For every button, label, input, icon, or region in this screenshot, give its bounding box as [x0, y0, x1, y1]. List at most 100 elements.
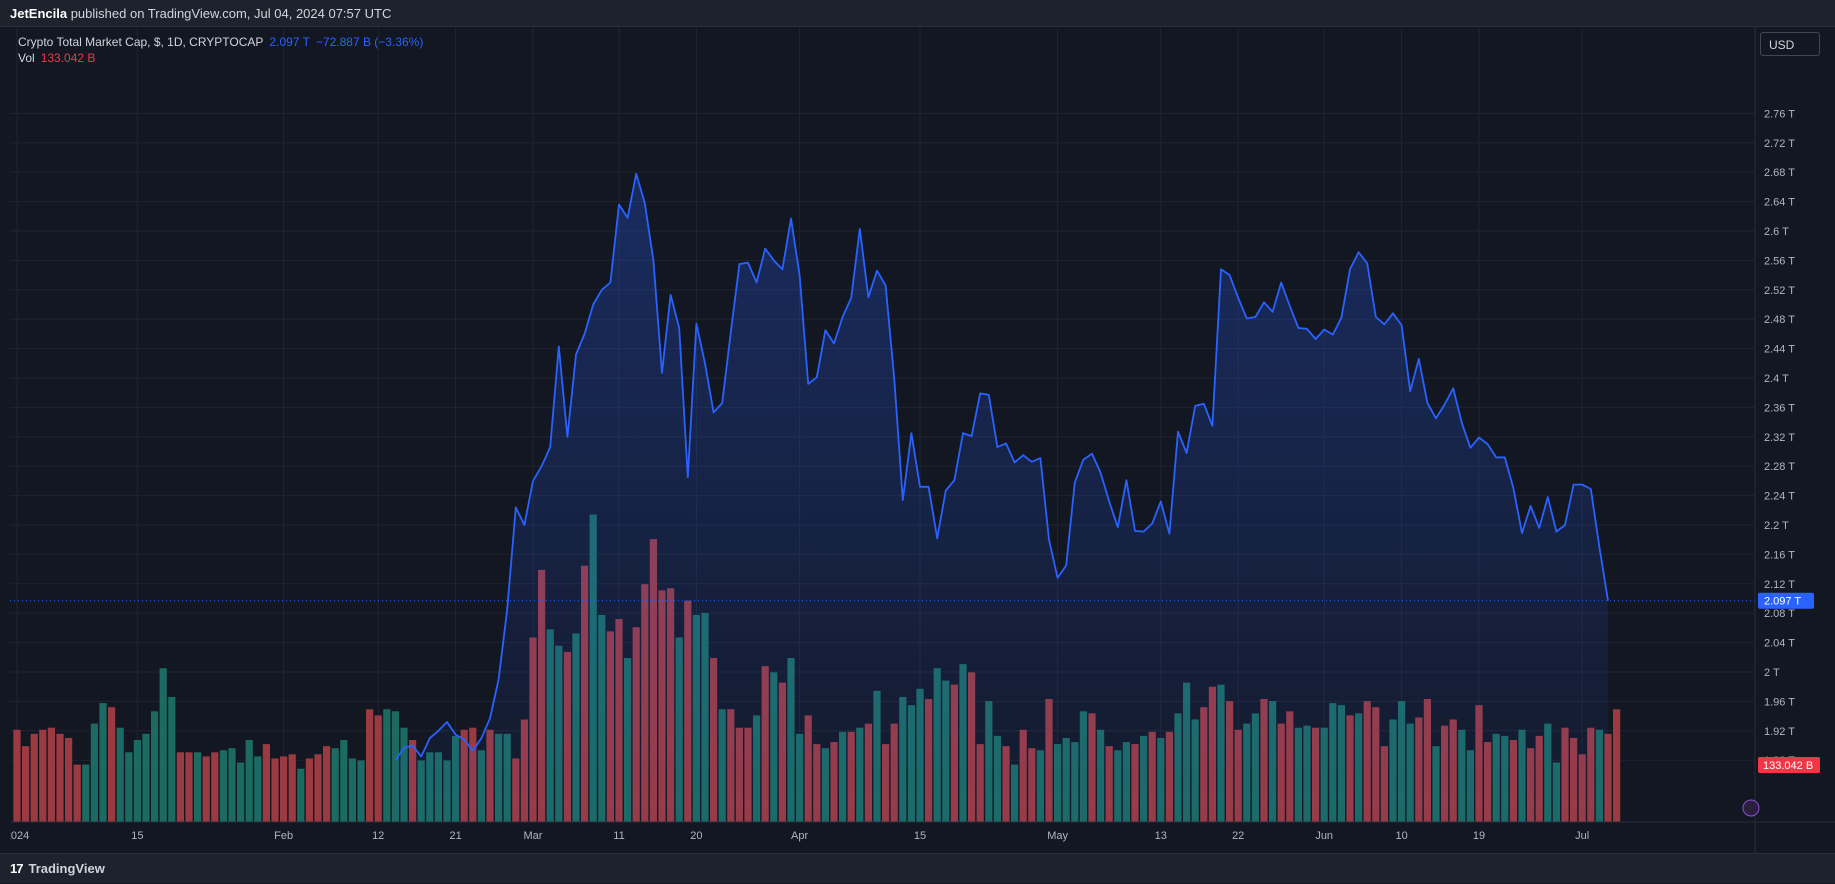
y-tick-label: 2.2 T	[1764, 520, 1789, 532]
x-tick-label: May	[1047, 830, 1068, 842]
volume-bar	[142, 733, 150, 822]
footer-bar: 17 TradingView	[0, 853, 1835, 883]
volume-bar	[133, 740, 141, 822]
volume-bar	[47, 727, 55, 822]
y-tick-label: 2.32 T	[1764, 432, 1795, 444]
volume-bar	[314, 754, 322, 822]
symbol-title[interactable]: Crypto Total Market Cap, $, 1D, CRYPTOCA…	[18, 35, 264, 49]
volume-bar	[374, 715, 382, 822]
y-tick-label: 2.04 T	[1764, 638, 1795, 650]
volume-bar	[108, 707, 116, 822]
y-tick-label: 2.72 T	[1764, 138, 1795, 150]
y-tick-label: 2.28 T	[1764, 461, 1795, 473]
volume-bar	[13, 729, 21, 822]
volume-bar	[65, 737, 73, 822]
y-tick-label: 2.16 T	[1764, 549, 1795, 561]
volume-bar	[1613, 709, 1621, 822]
volume-bar	[202, 756, 210, 822]
volume-bar	[125, 752, 133, 822]
tradingview-brand[interactable]: TradingView	[28, 860, 105, 876]
x-tick-label: Jun	[1315, 830, 1333, 842]
y-tick-label: 2.36 T	[1764, 402, 1795, 414]
volume-bar	[159, 668, 167, 822]
y-tick-label: 1.96 T	[1764, 696, 1795, 708]
volume-bar	[168, 696, 176, 822]
y-tick-label: 2.24 T	[1764, 491, 1795, 503]
volume-bar	[288, 754, 296, 822]
y-tick-label: 2.52 T	[1764, 285, 1795, 297]
y-tick-label: 2.68 T	[1764, 167, 1795, 179]
y-tick-label: 2.12 T	[1764, 579, 1795, 591]
volume-bar	[340, 740, 348, 822]
x-tick-label: 20	[690, 830, 702, 842]
x-tick-label: 22	[1232, 830, 1244, 842]
volume-bar	[151, 711, 159, 822]
tradingview-logo-icon[interactable]: 17	[10, 860, 24, 876]
last-volume-badge	[1758, 757, 1820, 773]
volume-bar	[82, 764, 90, 822]
y-tick-label: 1.92 T	[1764, 726, 1795, 738]
volume-bar	[90, 723, 98, 822]
x-tick-label: 13	[1155, 830, 1167, 842]
volume-bar	[99, 703, 107, 822]
y-tick-label: 2.76 T	[1764, 108, 1795, 120]
volume-bar	[56, 733, 64, 822]
y-tick-label: 2.4 T	[1764, 373, 1789, 385]
x-tick-label: 10	[1395, 830, 1407, 842]
volume-bar	[366, 709, 374, 822]
volume-bar	[176, 752, 184, 822]
volume-bar	[331, 748, 339, 822]
volume-bar	[262, 744, 270, 822]
chart-area[interactable]: 2.76 T 2.72 T 2.68 T 2.64 T 2.6 T 2.56 T 2.52 …	[10, 27, 1835, 853]
publish-info: published on TradingView.com, Jul 04, 20…	[67, 6, 392, 21]
volume-bar	[357, 760, 365, 822]
price-line[interactable]	[394, 172, 1609, 761]
volume-bar	[30, 733, 38, 822]
volume-bar	[73, 764, 81, 822]
volume-value: 133.042 B	[40, 51, 96, 65]
x-tick-label: 2024	[10, 830, 29, 842]
volume-bar	[116, 727, 124, 822]
volume-bar	[219, 750, 227, 822]
last-value: 2.097 T	[269, 35, 310, 49]
price-chart-svg[interactable]: 2.76 T 2.72 T 2.68 T 2.64 T 2.6 T 2.56 T 2.52 …	[10, 27, 1835, 853]
volume-bar	[383, 709, 391, 822]
volume-bar	[323, 746, 331, 822]
author-name: JetEncila	[10, 6, 68, 21]
volume-bar	[297, 768, 305, 822]
volume-bar	[185, 752, 193, 822]
y-tick-label: 2.44 T	[1764, 344, 1795, 356]
y-tick-label: 2.6 T	[1764, 226, 1789, 238]
volume-bar	[228, 748, 236, 822]
volume-bar	[237, 762, 245, 822]
volume-bar	[305, 758, 313, 822]
last-price-label: 2.097 T	[1764, 596, 1801, 608]
y-tick-label: 2.56 T	[1764, 255, 1795, 267]
volume-bar	[211, 752, 219, 822]
last-volume-label: 133.042 B	[1763, 760, 1813, 772]
x-tick-label: Mar	[524, 830, 543, 842]
volume-label[interactable]: Vol	[18, 51, 35, 65]
price-area-fill	[395, 173, 1608, 822]
y-tick-label: 2 T	[1764, 667, 1780, 679]
volume-bar	[194, 752, 202, 822]
volume-bar	[280, 756, 288, 822]
volume-bar	[39, 729, 47, 822]
chart-legend: Crypto Total Market Cap, $, 1D, CRYPTOCA…	[18, 34, 423, 66]
x-tick-label: Apr	[791, 830, 808, 842]
x-tick-label: Jul	[1575, 830, 1589, 842]
volume-bar	[254, 756, 262, 822]
volume-bar	[348, 758, 356, 822]
volume-bar	[22, 746, 30, 822]
x-tick-label: 12	[372, 830, 384, 842]
event-marker-icon[interactable]	[1742, 799, 1760, 817]
x-tick-label: Feb	[274, 830, 293, 842]
y-tick-label: 2.08 T	[1764, 608, 1795, 620]
x-tick-label: 19	[1473, 830, 1485, 842]
x-tick-label: 15	[914, 830, 926, 842]
x-tick-label: 11	[613, 830, 624, 842]
x-tick-label: 21	[449, 830, 461, 842]
change-value: −72.887 B (−3.36%)	[315, 35, 424, 49]
currency-button[interactable]: USD	[1760, 32, 1820, 56]
y-tick-label: 2.48 T	[1764, 314, 1795, 326]
